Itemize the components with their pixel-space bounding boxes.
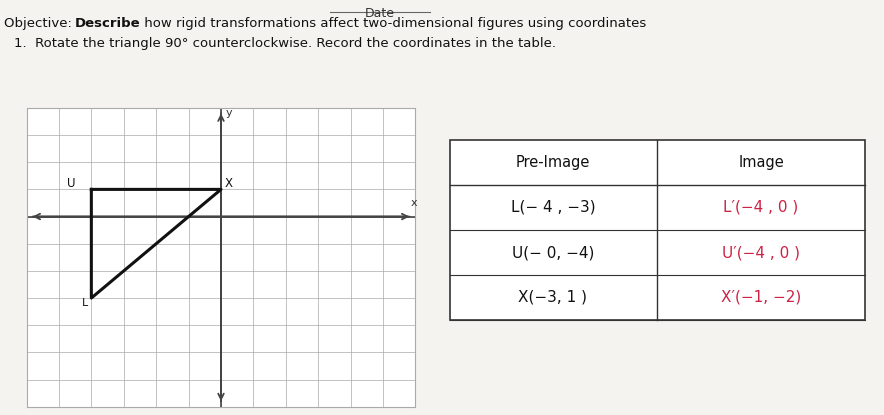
Text: y: y (226, 108, 232, 118)
Text: Pre-Image: Pre-Image (515, 155, 591, 170)
FancyBboxPatch shape (450, 140, 865, 320)
Text: 1.  Rotate the triangle 90° counterclockwise. Record the coordinates in the tabl: 1. Rotate the triangle 90° counterclockw… (14, 37, 556, 50)
Text: L(− 4 , −3): L(− 4 , −3) (511, 200, 595, 215)
Text: Objective:: Objective: (4, 17, 76, 30)
Text: X: X (225, 177, 232, 190)
Text: Image: Image (738, 155, 784, 170)
Text: L′(−4 , 0 ): L′(−4 , 0 ) (723, 200, 798, 215)
Text: Date: Date (365, 7, 395, 20)
Text: X′(−1, −2): X′(−1, −2) (720, 290, 801, 305)
Text: X(−3, 1 ): X(−3, 1 ) (519, 290, 588, 305)
Text: U: U (66, 177, 75, 190)
Text: U(− 0, −4): U(− 0, −4) (512, 245, 594, 260)
Text: L: L (81, 298, 88, 308)
Text: x: x (410, 198, 417, 208)
Text: how rigid transformations affect two-dimensional figures using coordinates: how rigid transformations affect two-dim… (140, 17, 646, 30)
Text: Describe: Describe (75, 17, 141, 30)
Text: U′(−4 , 0 ): U′(−4 , 0 ) (722, 245, 800, 260)
